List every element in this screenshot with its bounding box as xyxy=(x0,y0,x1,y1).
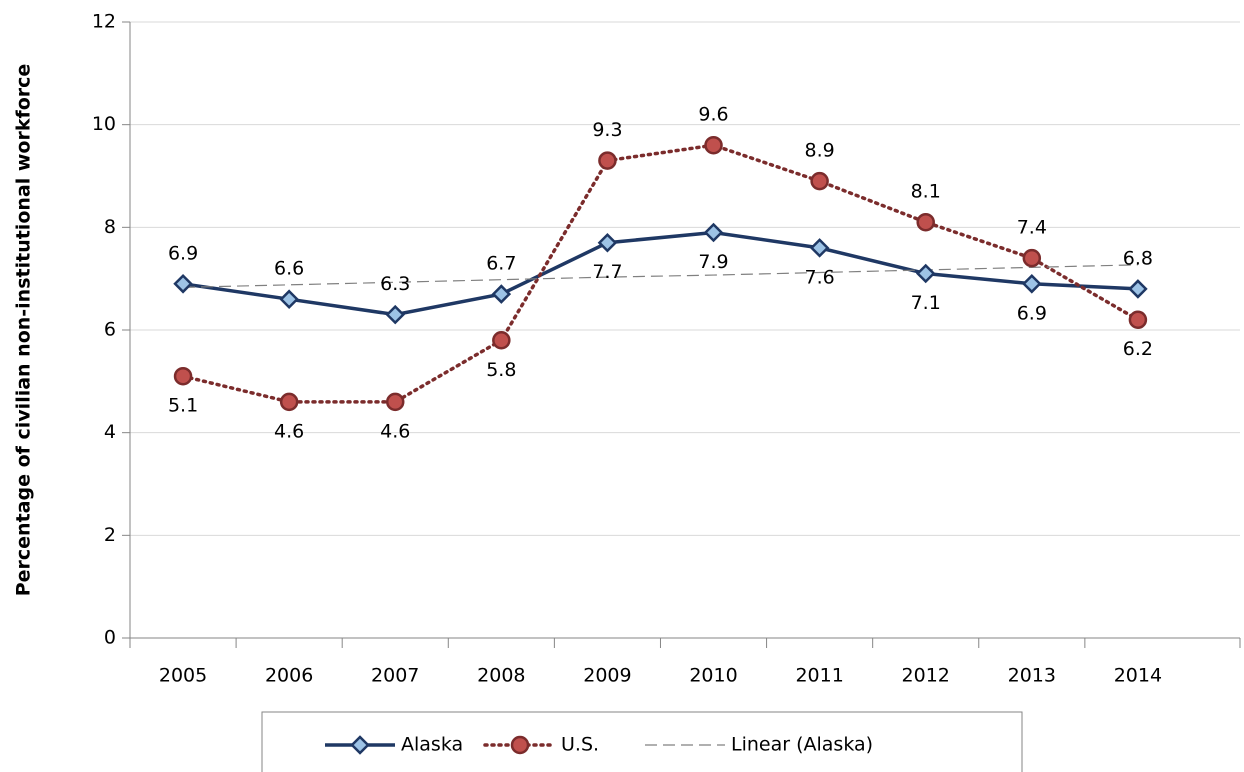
legend-box xyxy=(261,711,1023,772)
y-tick-label: 6 xyxy=(104,319,116,341)
x-tick-label: 2011 xyxy=(795,665,843,687)
marker xyxy=(385,304,406,325)
x-tick-label: 2012 xyxy=(902,665,950,687)
y-tick-label: 0 xyxy=(104,627,116,649)
data-label: 6.6 xyxy=(274,258,304,280)
marker xyxy=(809,238,830,258)
marker xyxy=(704,135,723,155)
y-tick-label: 8 xyxy=(104,216,116,238)
data-label: 6.2 xyxy=(1123,338,1153,360)
marker xyxy=(385,392,405,412)
marker xyxy=(598,151,617,170)
x-tick-label: 2014 xyxy=(1114,665,1162,687)
x-tick-label: 2010 xyxy=(689,665,737,687)
marker xyxy=(510,735,530,755)
marker xyxy=(279,392,299,412)
y-tick-label: 2 xyxy=(104,524,116,546)
data-label: 6.7 xyxy=(486,253,516,275)
x-tick-label: 2013 xyxy=(1008,665,1056,687)
marker xyxy=(350,735,370,755)
data-label: 7.6 xyxy=(805,266,835,288)
data-label: 6.3 xyxy=(380,273,410,295)
x-tick-label: 2009 xyxy=(583,665,631,687)
data-label: 4.6 xyxy=(380,420,410,442)
x-tick-label: 2006 xyxy=(265,665,313,687)
data-label: 9.3 xyxy=(592,119,622,141)
data-label: 7.1 xyxy=(911,292,941,314)
legend-label: U.S. xyxy=(561,734,599,756)
data-label: 8.1 xyxy=(911,181,941,203)
y-tick-label: 10 xyxy=(92,113,116,135)
data-label: 7.4 xyxy=(1017,217,1047,239)
marker xyxy=(703,222,724,243)
data-label: 8.9 xyxy=(805,140,835,162)
y-tick-label: 4 xyxy=(104,421,116,443)
marker xyxy=(491,284,512,304)
marker xyxy=(597,232,618,253)
marker xyxy=(173,274,193,294)
marker xyxy=(1128,279,1148,299)
data-label: 6.8 xyxy=(1123,247,1153,269)
data-label: 9.6 xyxy=(698,104,728,126)
series-line xyxy=(181,143,1140,404)
data-label: 5.1 xyxy=(168,395,198,417)
marker xyxy=(916,212,935,232)
marker xyxy=(1022,248,1042,268)
marker xyxy=(173,366,193,386)
x-tick-label: 2007 xyxy=(371,665,419,687)
legend-label: Linear (Alaska) xyxy=(731,734,873,756)
marker xyxy=(810,171,829,191)
marker xyxy=(1128,310,1148,329)
data-label: 6.9 xyxy=(168,242,198,264)
data-label: 7.9 xyxy=(698,251,728,273)
x-tick-label: 2005 xyxy=(159,665,207,687)
data-label: 5.8 xyxy=(486,359,516,381)
series-line xyxy=(183,264,1138,288)
marker xyxy=(915,263,936,284)
y-axis-title: Percentage of civilian non-institutional… xyxy=(13,64,35,597)
legend: Alaska U.S. Linear (Alaska) xyxy=(261,711,1023,772)
y-tick-label: 12 xyxy=(92,11,116,33)
data-label: 6.9 xyxy=(1017,302,1047,324)
data-label: 4.6 xyxy=(274,420,304,442)
data-label: 7.7 xyxy=(592,261,622,283)
series-line xyxy=(182,230,1138,317)
marker xyxy=(1022,274,1042,294)
marker xyxy=(279,289,299,309)
x-tick-label: 2008 xyxy=(477,665,525,687)
legend-label: Alaska xyxy=(401,734,463,756)
marker xyxy=(492,331,511,350)
